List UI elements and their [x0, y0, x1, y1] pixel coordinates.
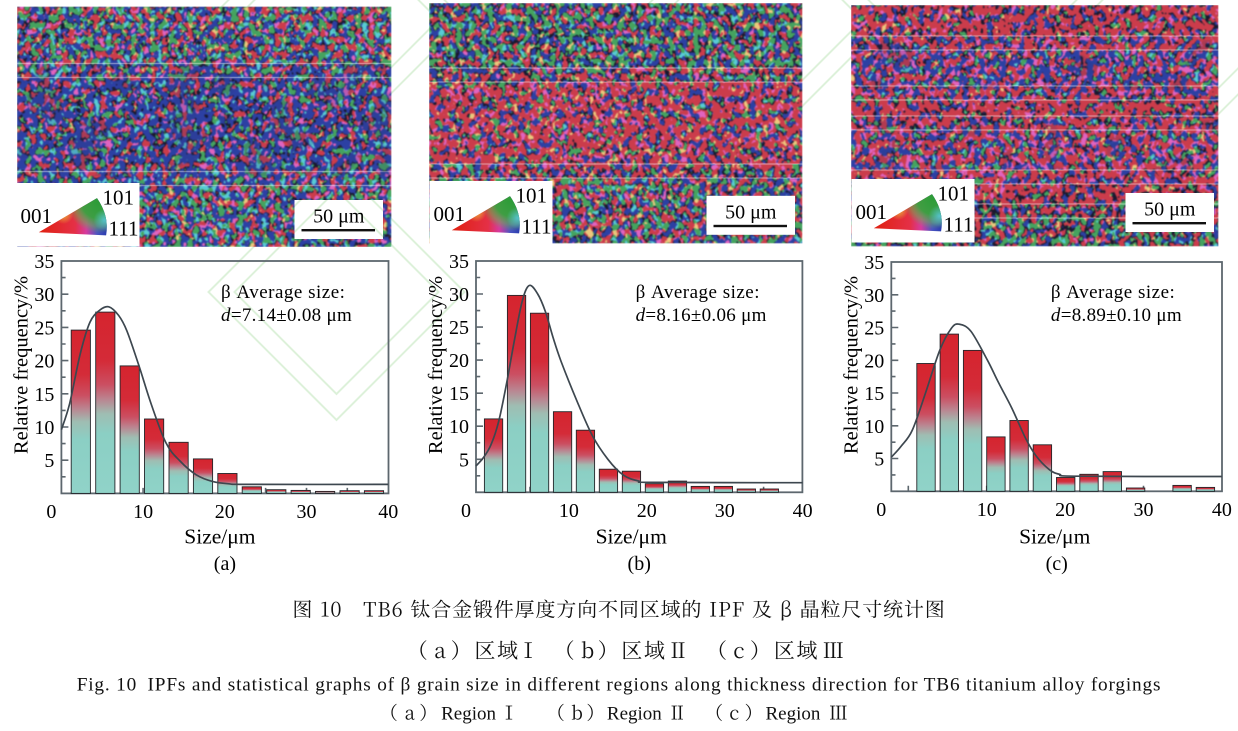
- svg-text:Relative frequency/%: Relative frequency/%: [840, 276, 862, 454]
- svg-text:111: 111: [109, 217, 139, 241]
- svg-text:d=8.16±0.06 μm: d=8.16±0.06 μm: [636, 305, 767, 326]
- svg-text:50 μm: 50 μm: [313, 206, 365, 228]
- svg-text:001: 001: [21, 204, 53, 228]
- svg-text:25: 25: [34, 317, 54, 339]
- svg-text:10: 10: [449, 416, 469, 438]
- svg-text:20: 20: [215, 501, 235, 523]
- svg-text:35: 35: [864, 252, 884, 274]
- svg-text:Size/μm: Size/μm: [1019, 525, 1091, 549]
- svg-text:10: 10: [559, 500, 579, 522]
- svg-text:30: 30: [34, 284, 54, 306]
- svg-text:10: 10: [864, 416, 884, 438]
- svg-text:0: 0: [876, 499, 886, 521]
- svg-text:Region: Region: [607, 704, 662, 725]
- svg-text:5: 5: [44, 450, 54, 472]
- svg-text:20: 20: [864, 350, 884, 372]
- svg-text:30: 30: [297, 501, 317, 523]
- svg-text:10: 10: [133, 501, 153, 523]
- svg-text:5: 5: [459, 449, 469, 471]
- svg-text:(a): (a): [214, 553, 236, 575]
- svg-text:0: 0: [46, 501, 56, 523]
- svg-text:111: 111: [944, 213, 974, 237]
- svg-text:101: 101: [103, 186, 135, 210]
- svg-text:20: 20: [34, 351, 54, 373]
- svg-text:10: 10: [977, 499, 997, 521]
- svg-text:β Average size:: β Average size:: [636, 282, 760, 303]
- svg-text:30: 30: [449, 284, 469, 306]
- svg-text:25: 25: [864, 318, 884, 340]
- svg-text:40: 40: [378, 501, 398, 523]
- svg-text:Size/μm: Size/μm: [596, 525, 668, 549]
- svg-text:15: 15: [864, 383, 884, 405]
- svg-text:35: 35: [34, 251, 54, 273]
- svg-text:50 μm: 50 μm: [725, 201, 777, 223]
- svg-text:30: 30: [1134, 499, 1154, 521]
- svg-text:30: 30: [715, 500, 735, 522]
- svg-text:15: 15: [449, 383, 469, 405]
- svg-text:35: 35: [449, 251, 469, 273]
- svg-text:20: 20: [1055, 499, 1075, 521]
- svg-text:25: 25: [449, 317, 469, 339]
- svg-text:20: 20: [637, 500, 657, 522]
- svg-text:20: 20: [449, 350, 469, 372]
- svg-text:Relative frequency/%: Relative frequency/%: [425, 276, 447, 454]
- svg-text:Relative frequency/%: Relative frequency/%: [10, 276, 32, 454]
- svg-text:5: 5: [874, 449, 884, 471]
- svg-text:Size/μm: Size/μm: [184, 525, 256, 549]
- svg-text:Region: Region: [441, 704, 496, 725]
- svg-text:10: 10: [34, 417, 54, 439]
- svg-text:101: 101: [516, 184, 548, 208]
- svg-text:40: 40: [1212, 499, 1232, 521]
- svg-text:(c): (c): [1046, 553, 1068, 575]
- svg-text:d=7.14±0.08 μm: d=7.14±0.08 μm: [221, 305, 352, 326]
- svg-text:β Average size:: β Average size:: [1051, 282, 1175, 303]
- svg-text:(b): (b): [628, 553, 651, 575]
- svg-text:001: 001: [856, 200, 888, 224]
- svg-text:101: 101: [938, 182, 970, 206]
- svg-text:0: 0: [461, 500, 471, 522]
- svg-text:111: 111: [522, 215, 552, 239]
- svg-text:30: 30: [864, 285, 884, 307]
- svg-text:50 μm: 50 μm: [1144, 199, 1196, 221]
- svg-text:001: 001: [434, 202, 466, 226]
- svg-text:40: 40: [793, 500, 813, 522]
- svg-text:15: 15: [34, 384, 54, 406]
- svg-text:Fig. 10 IPFs and statistical g: Fig. 10 IPFs and statistical graphs of β…: [77, 675, 1162, 696]
- svg-text:Region: Region: [766, 704, 821, 725]
- svg-text:β Average size:: β Average size:: [221, 282, 345, 303]
- svg-text:d=8.89±0.10 μm: d=8.89±0.10 μm: [1051, 305, 1182, 326]
